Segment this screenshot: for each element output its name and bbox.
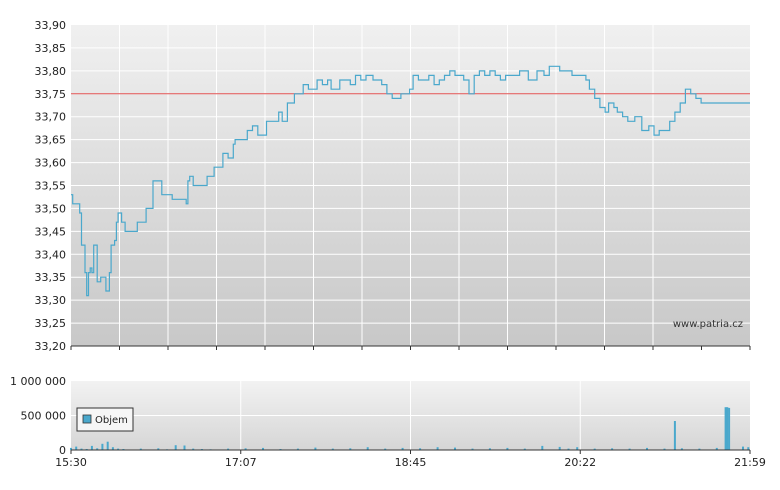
volume-x-tick-label: 20:22 [564, 456, 596, 469]
price-y-tick-label: 33,30 [35, 294, 67, 307]
volume-bar [506, 447, 509, 450]
price-y-tick-label: 33,80 [35, 65, 67, 78]
volume-bar [174, 445, 177, 450]
volume-bar [106, 441, 109, 450]
volume-panel: 0 500 000 1 000 000 15:30 17:07 18:45 20:22 21… [10, 375, 766, 469]
price-y-axis: 33,20 33,25 33,30 33,35 33,40 33,45 33,50 33,55… [35, 19, 67, 353]
volume-bar [680, 448, 683, 450]
price-y-tick-label: 33,70 [35, 111, 67, 124]
volume-bar [436, 447, 439, 450]
volume-bar [139, 448, 142, 450]
volume-y-tick-label: 1 000 000 [10, 375, 66, 388]
price-y-tick-label: 33,55 [35, 180, 67, 193]
legend-swatch [82, 414, 92, 424]
legend: Objem [76, 407, 134, 432]
price-y-tick-label: 33,65 [35, 134, 67, 147]
watermark: www.patria.cz [673, 319, 743, 330]
volume-bar [471, 448, 474, 450]
volume-bar [111, 447, 114, 450]
volume-bar [593, 448, 596, 450]
volume-x-axis: 15:30 17:07 18:45 20:22 21:59 [55, 450, 766, 469]
volume-bar [742, 446, 744, 450]
volume-bar [96, 448, 99, 450]
price-y-tick-label: 33,35 [35, 271, 67, 284]
price-y-tick-label: 33,60 [35, 157, 67, 170]
volume-bar [646, 447, 648, 450]
price-y-tick-label: 33,40 [35, 248, 67, 261]
price-y-tick-label: 33,45 [35, 225, 67, 238]
volume-bar [331, 448, 334, 450]
volume-bar [663, 448, 666, 450]
volume-x-tick-label: 15:30 [55, 456, 87, 469]
price-y-tick-label: 33,50 [35, 202, 67, 215]
volume-bar [747, 447, 750, 450]
volume-bar [101, 443, 104, 450]
volume-bar [611, 448, 614, 450]
volume-bar [314, 447, 317, 450]
price-series-line [71, 65, 750, 297]
volume-bar [244, 448, 247, 450]
price-panel: 33,20 33,25 33,30 33,35 33,40 33,45 33,50 33,55… [35, 19, 751, 353]
volume-bar [296, 448, 299, 450]
volume-bar [157, 448, 160, 450]
volume-bar [90, 445, 93, 450]
volume-grid [71, 381, 750, 450]
volume-bar [262, 447, 264, 450]
volume-bar [523, 448, 526, 450]
price-x-ticks [70, 346, 751, 350]
volume-x-tick-label: 17:07 [225, 456, 257, 469]
volume-bar [192, 448, 195, 450]
legend-box [76, 407, 134, 432]
volume-bar [488, 448, 491, 450]
volume-bars [70, 407, 750, 450]
volume-bar [673, 421, 676, 450]
volume-bar [384, 448, 387, 450]
volume-bar [70, 447, 72, 450]
volume-bar [728, 407, 731, 450]
price-y-tick-label: 33,20 [35, 340, 67, 353]
volume-bar [80, 448, 83, 450]
volume-bar [726, 407, 729, 450]
volume-x-tick-label: 21:59 [734, 456, 766, 469]
volume-bar [576, 447, 579, 450]
legend-label: Objem [95, 415, 128, 426]
volume-bar [698, 448, 701, 450]
volume-bar [419, 448, 422, 450]
volume-bar [628, 448, 631, 450]
volume-bar [349, 448, 352, 450]
price-y-tick-label: 33,85 [35, 42, 67, 55]
volume-y-tick-label: 0 [59, 444, 66, 457]
price-y-tick-label: 33,75 [35, 88, 67, 101]
volume-bar [558, 446, 561, 450]
volume-bar [715, 447, 718, 450]
volume-bar [117, 448, 120, 450]
price-y-tick-label: 33,90 [35, 19, 67, 32]
volume-bar [541, 445, 544, 450]
volume-bar [454, 447, 456, 450]
volume-y-axis: 0 500 000 1 000 000 [10, 375, 66, 457]
volume-bar [227, 448, 230, 450]
volume-bar [401, 447, 404, 450]
volume-bar [366, 447, 369, 450]
price-y-tick-label: 33,25 [35, 317, 67, 330]
volume-bar [567, 448, 570, 450]
volume-y-tick-label: 500 000 [21, 410, 67, 423]
volume-bar [183, 445, 186, 450]
volume-bar [75, 446, 78, 450]
volume-x-tick-label: 18:45 [395, 456, 427, 469]
volume-bar [724, 407, 727, 450]
